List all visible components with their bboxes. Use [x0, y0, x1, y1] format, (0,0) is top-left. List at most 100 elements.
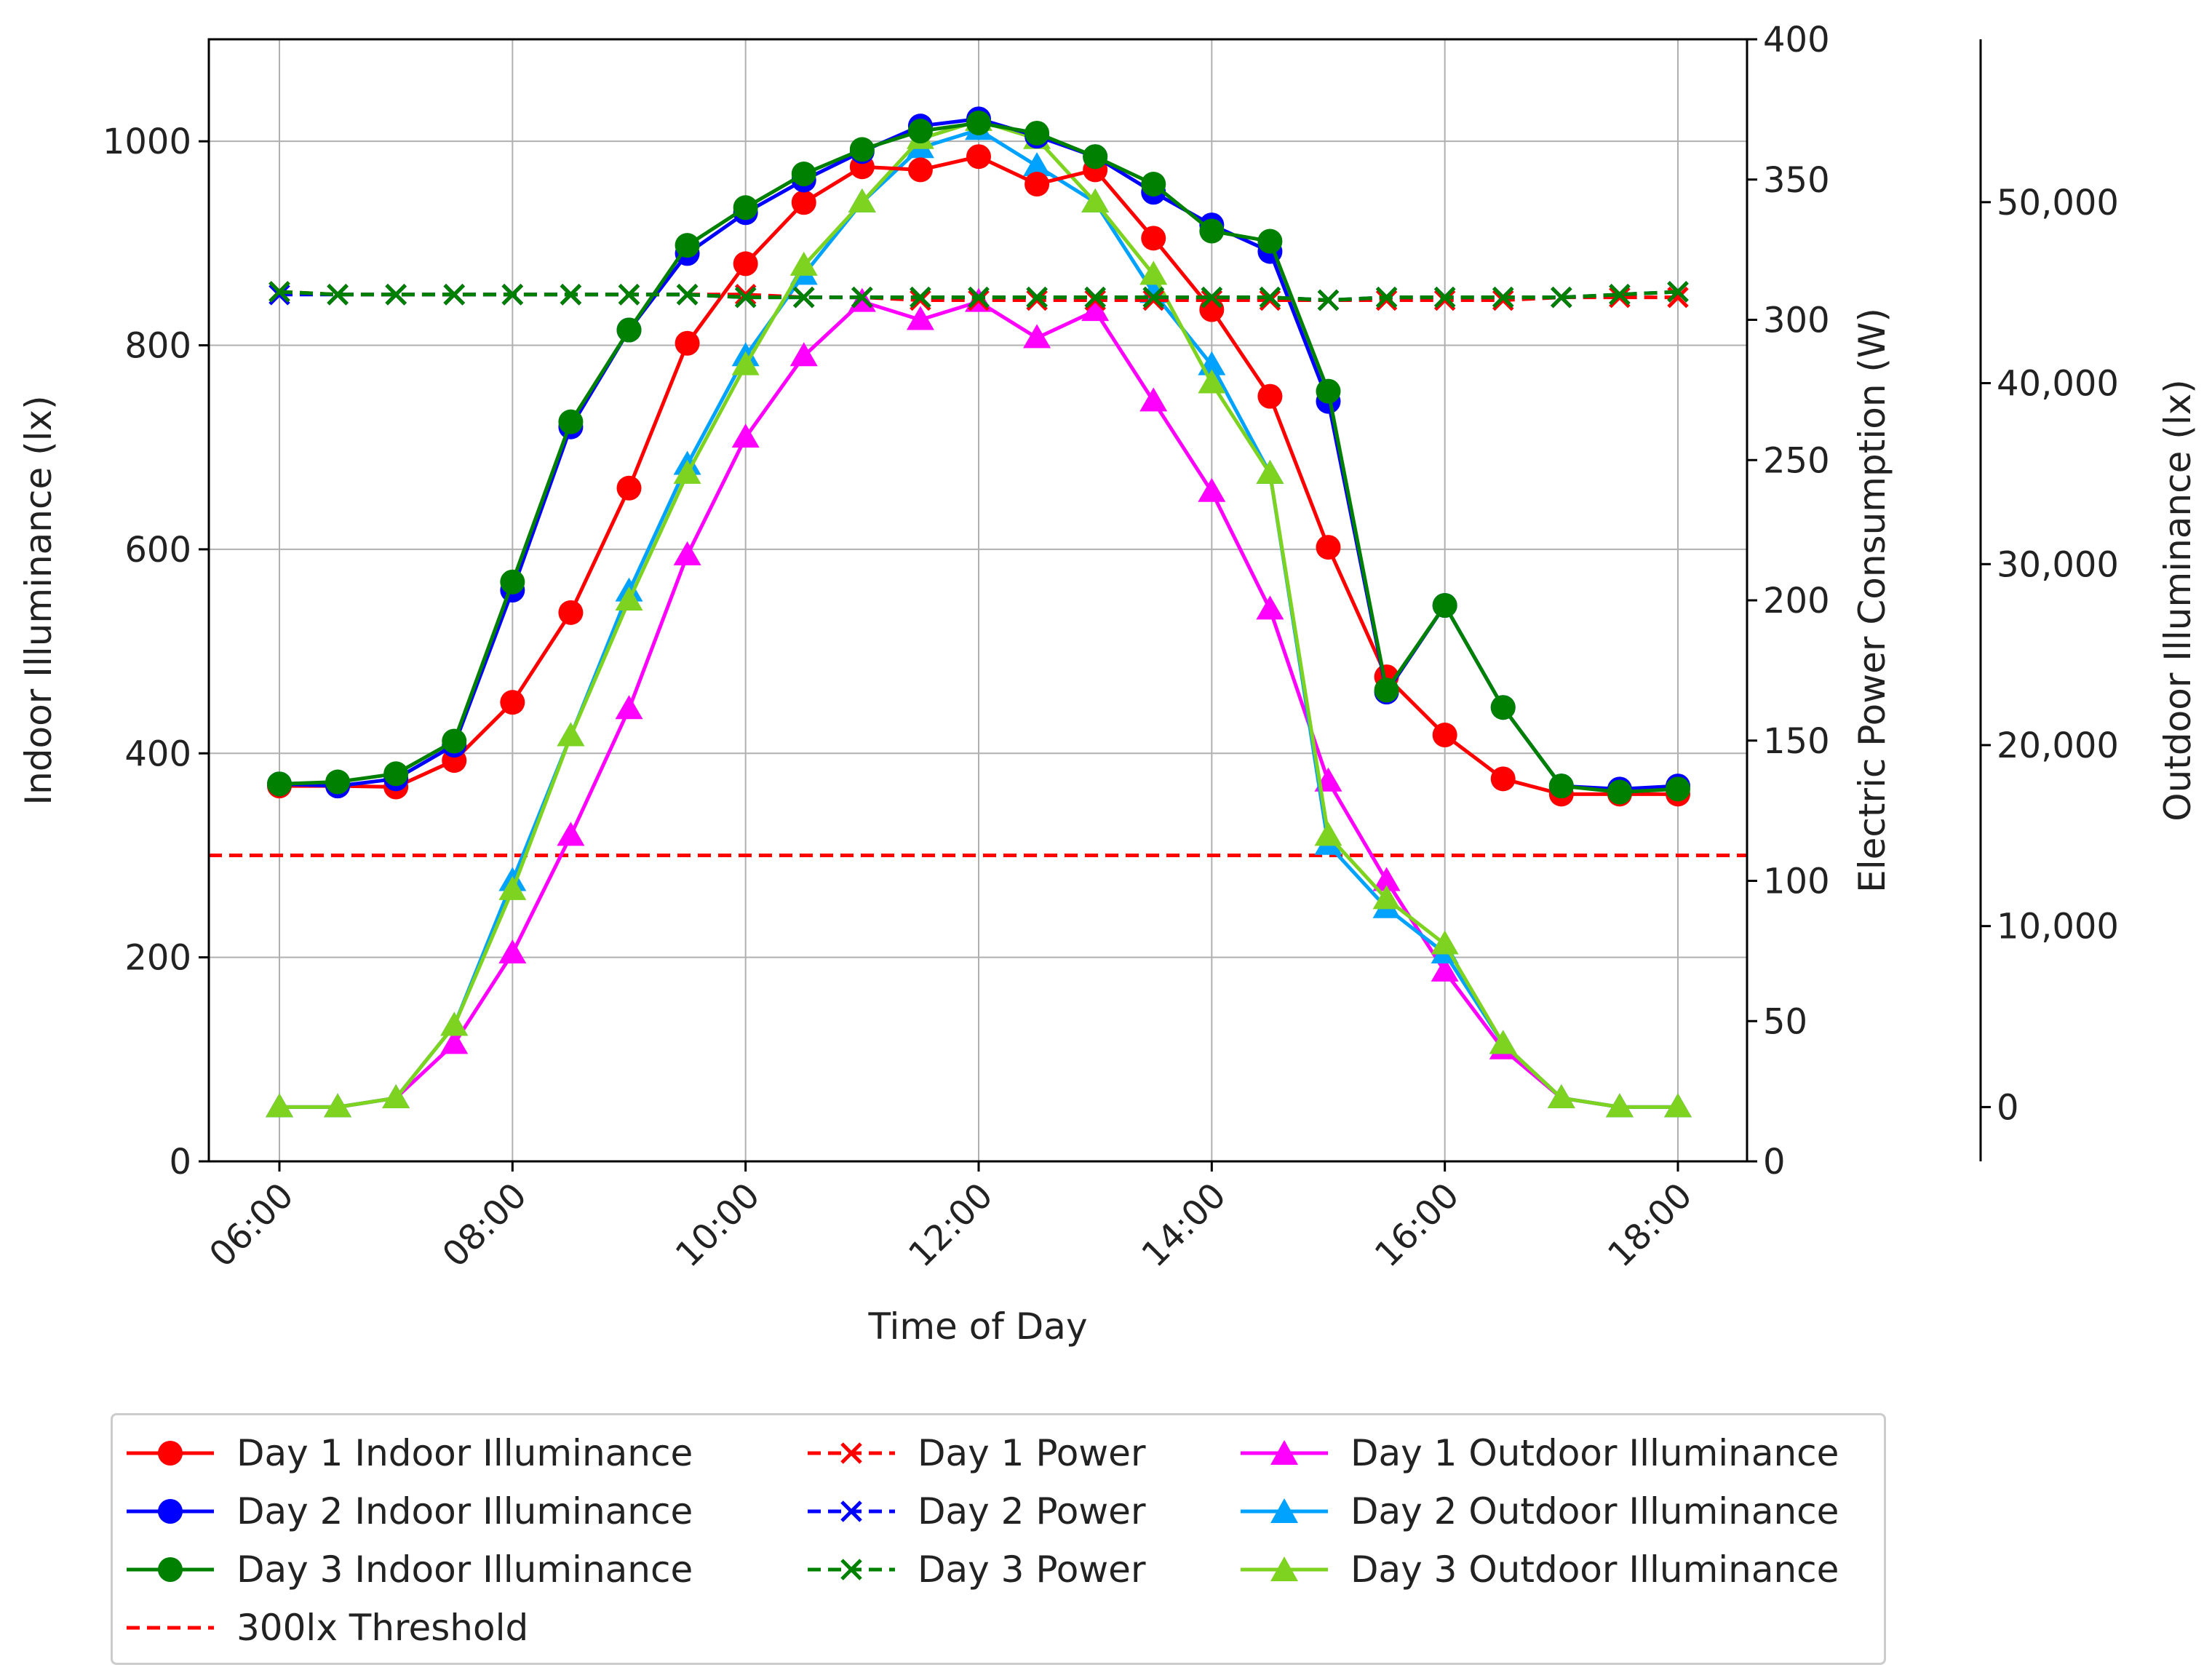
- x-axis-label: Time of Day: [867, 1305, 1087, 1348]
- y-outer-tick-label-0: 0: [1997, 1087, 2019, 1128]
- point-day-3-indoor-illuminance-13-30: [1141, 172, 1166, 197]
- legend-item-day2-outdoor: Day 2 Outdoor Illuminance: [1237, 1482, 1839, 1540]
- point-day-1-indoor-illuminance-14-30: [1257, 383, 1283, 409]
- point-day-3-power-18-00: [1667, 281, 1689, 303]
- point-day-3-outdoor-illuminance-13-00: [1081, 188, 1110, 212]
- point-day-3-outdoor-illuminance-16-00: [1431, 930, 1459, 955]
- legend-symbol-day2-indoor: [127, 1499, 214, 1524]
- legend-item-day1-outdoor: Day 1 Outdoor Illuminance: [1237, 1424, 1839, 1482]
- point-day-1-outdoor-illuminance-09-30: [673, 541, 701, 565]
- legend-label-day2-outdoor: Day 2 Outdoor Illuminance: [1350, 1490, 1839, 1532]
- legend-label-day1-indoor: Day 1 Indoor Illuminance: [236, 1432, 693, 1474]
- point-day-3-indoor-illuminance-18-00: [1666, 776, 1690, 802]
- point-day-3-power-17-30: [1609, 284, 1631, 306]
- point-day-3-power-08-30: [560, 284, 582, 306]
- point-day-3-power-11-00: [851, 286, 873, 309]
- point-day-3-outdoor-illuminance-06-30: [324, 1093, 352, 1118]
- point-day-1-power-14-30: [1259, 289, 1281, 311]
- point-day-3-outdoor-illuminance-09-30: [673, 459, 701, 484]
- point-day-1-indoor-illuminance-12-30: [1025, 172, 1050, 197]
- point-day-1-power-13-00: [1084, 289, 1106, 311]
- point-day-1-indoor-illuminance-16-00: [1432, 723, 1457, 748]
- point-day-1-indoor-illuminance-10-30: [791, 190, 816, 215]
- y-left-tick-label-200: 200: [124, 938, 191, 979]
- point-day-1-power-10-00: [734, 284, 757, 306]
- y-outer-tick-label-40-000: 40,000: [1997, 364, 2119, 405]
- y-axis-label-right: Electric Power Consumption (W): [1851, 308, 1893, 893]
- point-day-3-power-10-00: [734, 286, 757, 309]
- point-day-3-power-09-30: [676, 284, 699, 306]
- y-axis-label-left: Indoor Illuminance (lx): [17, 395, 60, 805]
- point-day-3-indoor-illuminance-08-00: [500, 569, 525, 595]
- point-day-3-indoor-illuminance-12-00: [966, 110, 991, 135]
- point-day-3-indoor-illuminance-06-00: [267, 771, 292, 797]
- x-tick-label-08-00: 08:00: [434, 1175, 534, 1275]
- point-day-3-outdoor-illuminance-14-00: [1198, 369, 1226, 394]
- point-day-1-power-14-00: [1201, 289, 1223, 311]
- point-day-3-outdoor-illuminance-15-00: [1314, 822, 1342, 846]
- point-day-3-power-06-30: [327, 284, 349, 306]
- point-day-3-power-13-00: [1084, 286, 1106, 309]
- point-day-1-indoor-illuminance-08-00: [500, 690, 525, 715]
- point-day-1-indoor-illuminance-10-00: [733, 251, 758, 277]
- point-day-3-power-14-00: [1201, 286, 1223, 309]
- point-day-3-power-08-00: [501, 284, 524, 306]
- y-right-tick-label-200: 200: [1763, 581, 1830, 621]
- point-day-3-power-13-30: [1142, 286, 1165, 309]
- point-day-3-power-12-30: [1026, 286, 1048, 309]
- legend-symbol-day3-power: [808, 1559, 895, 1580]
- legend-symbol-day3-indoor: [127, 1557, 214, 1582]
- point-day-1-power-16-00: [1433, 289, 1456, 311]
- series-day-3-power: [268, 281, 1689, 311]
- point-day-3-outdoor-illuminance-07-00: [382, 1083, 410, 1108]
- point-day-1-indoor-illuminance-13-30: [1141, 226, 1166, 251]
- point-day-3-indoor-illuminance-09-00: [616, 317, 642, 343]
- y-left-tick-label-400: 400: [124, 733, 191, 774]
- point-day-3-indoor-illuminance-13-00: [1083, 144, 1108, 170]
- y-outer-tick-label-30-000: 30,000: [1997, 544, 2119, 585]
- point-day-3-outdoor-illuminance-06-00: [266, 1093, 293, 1118]
- legend-symbol-day1-power: [808, 1442, 895, 1464]
- point-day-3-indoor-illuminance-10-30: [791, 162, 816, 187]
- y-right-tick-label-50: 50: [1763, 1001, 1807, 1042]
- legend-symbol-day2-outdoor: [1241, 1498, 1328, 1523]
- x-tick-label-12-00: 12:00: [901, 1175, 1000, 1275]
- point-day-3-outdoor-illuminance-16-30: [1489, 1030, 1517, 1054]
- point-day-1-outdoor-illuminance-14-00: [1198, 477, 1226, 502]
- point-day-3-outdoor-illuminance-09-00: [615, 586, 643, 611]
- point-day-3-indoor-illuminance-06-30: [325, 769, 351, 795]
- legend-label-day2-indoor: Day 2 Indoor Illuminance: [236, 1490, 693, 1532]
- y-left-tick-label-800: 800: [124, 326, 191, 367]
- y-right-tick-label-350: 350: [1763, 160, 1830, 201]
- legend-item-threshold: 300lx Threshold: [123, 1599, 528, 1657]
- point-day-1-power-12-00: [968, 289, 990, 311]
- point-day-1-outdoor-illuminance-11-30: [906, 306, 934, 330]
- point-day-1-power-17-30: [1609, 286, 1631, 309]
- point-day-3-outdoor-illuminance-14-30: [1256, 459, 1284, 484]
- x-tick-label-14-00: 14:00: [1134, 1175, 1233, 1275]
- legend-label-day3-indoor: Day 3 Indoor Illuminance: [236, 1548, 693, 1591]
- x-tick-label-10-00: 10:00: [668, 1175, 768, 1275]
- point-day-3-outdoor-illuminance-08-00: [498, 875, 527, 900]
- y-right-tick-label-150: 150: [1763, 721, 1830, 762]
- point-day-3-power-07-00: [385, 284, 407, 306]
- point-day-3-indoor-illuminance-07-30: [442, 728, 467, 754]
- x-tick-label-18-00: 18:00: [1600, 1175, 1700, 1275]
- y-left-tick-label-0: 0: [169, 1142, 191, 1182]
- point-day-3-outdoor-illuminance-07-30: [440, 1011, 469, 1036]
- point-day-1-outdoor-illuminance-15-30: [1372, 867, 1401, 891]
- point-day-3-outdoor-illuminance-13-30: [1139, 261, 1168, 285]
- series-day-3-outdoor-illuminance: [266, 106, 1692, 1118]
- legend-label-day1-power: Day 1 Power: [918, 1432, 1146, 1474]
- point-day-3-power-16-30: [1492, 286, 1514, 309]
- series-day-3-indoor-illuminance: [267, 110, 1690, 805]
- legend-label-day3-outdoor: Day 3 Outdoor Illuminance: [1350, 1548, 1839, 1591]
- point-day-3-indoor-illuminance-17-00: [1548, 774, 1574, 799]
- y-right-tick-label-300: 300: [1763, 301, 1830, 341]
- point-day-1-indoor-illuminance-16-30: [1490, 766, 1516, 792]
- point-day-1-outdoor-illuminance-13-00: [1081, 297, 1110, 322]
- point-day-1-indoor-illuminance-09-00: [616, 475, 642, 501]
- point-day-3-indoor-illuminance-08-30: [558, 409, 584, 434]
- legend-item-day2-power: Day 2 Power: [804, 1482, 1146, 1540]
- point-day-3-outdoor-illuminance-15-30: [1372, 885, 1401, 910]
